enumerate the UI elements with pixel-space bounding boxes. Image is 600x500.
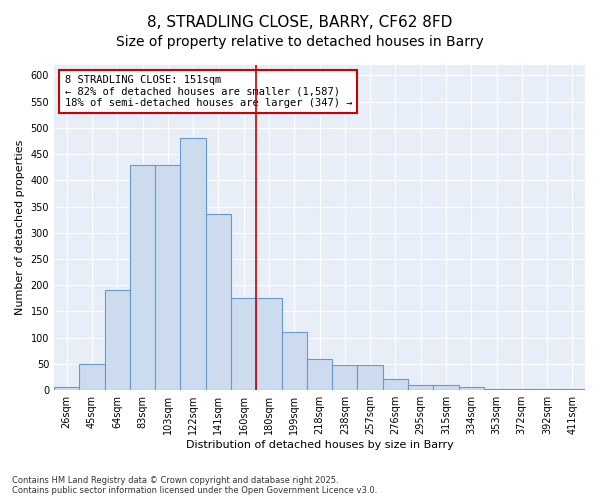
Bar xyxy=(104,290,130,390)
Bar xyxy=(535,389,560,390)
Bar xyxy=(458,388,484,390)
Text: Size of property relative to detached houses in Barry: Size of property relative to detached ho… xyxy=(116,35,484,49)
Bar xyxy=(484,388,509,390)
Bar xyxy=(181,138,206,390)
X-axis label: Distribution of detached houses by size in Barry: Distribution of detached houses by size … xyxy=(185,440,454,450)
Bar xyxy=(281,332,307,390)
Bar xyxy=(383,378,408,390)
Bar xyxy=(155,164,181,390)
Bar xyxy=(79,364,104,390)
Y-axis label: Number of detached properties: Number of detached properties xyxy=(15,140,25,315)
Bar xyxy=(358,366,383,390)
Bar xyxy=(433,385,458,390)
Bar xyxy=(509,388,535,390)
Bar xyxy=(206,214,231,390)
Text: 8, STRADLING CLOSE, BARRY, CF62 8FD: 8, STRADLING CLOSE, BARRY, CF62 8FD xyxy=(148,15,452,30)
Bar xyxy=(332,366,358,390)
Bar xyxy=(130,164,155,390)
Bar xyxy=(231,298,256,390)
Bar xyxy=(307,358,332,390)
Bar xyxy=(54,388,79,390)
Text: Contains HM Land Registry data © Crown copyright and database right 2025.
Contai: Contains HM Land Registry data © Crown c… xyxy=(12,476,377,495)
Bar xyxy=(560,388,585,390)
Text: 8 STRADLING CLOSE: 151sqm
← 82% of detached houses are smaller (1,587)
18% of se: 8 STRADLING CLOSE: 151sqm ← 82% of detac… xyxy=(65,75,352,108)
Bar xyxy=(256,298,281,390)
Bar xyxy=(408,385,433,390)
